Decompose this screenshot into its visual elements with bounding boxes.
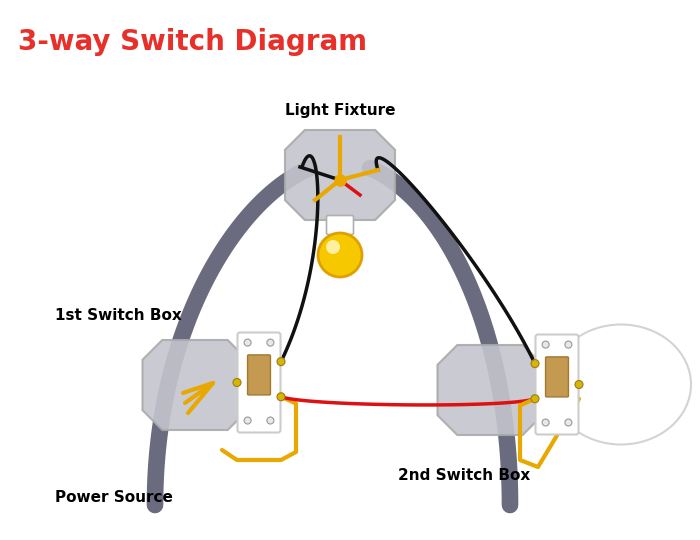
FancyBboxPatch shape — [248, 355, 270, 395]
Circle shape — [244, 339, 251, 346]
Circle shape — [277, 393, 285, 401]
Polygon shape — [143, 340, 248, 430]
Circle shape — [531, 395, 539, 403]
Circle shape — [542, 419, 549, 426]
Text: 3-way Switch Diagram: 3-way Switch Diagram — [18, 28, 367, 56]
FancyBboxPatch shape — [326, 215, 354, 234]
Circle shape — [565, 341, 572, 348]
Polygon shape — [438, 345, 542, 435]
FancyBboxPatch shape — [237, 333, 281, 433]
Circle shape — [575, 381, 583, 388]
Circle shape — [244, 417, 251, 424]
Circle shape — [326, 240, 340, 254]
FancyBboxPatch shape — [536, 334, 578, 435]
Circle shape — [531, 360, 539, 368]
Circle shape — [267, 417, 274, 424]
Circle shape — [233, 379, 241, 387]
Circle shape — [565, 419, 572, 426]
FancyBboxPatch shape — [545, 357, 568, 397]
Circle shape — [277, 357, 285, 366]
Text: 1st Switch Box: 1st Switch Box — [55, 308, 182, 323]
Circle shape — [318, 233, 362, 277]
Circle shape — [542, 341, 549, 348]
Polygon shape — [285, 130, 395, 220]
Circle shape — [267, 339, 274, 346]
Text: Light Fixture: Light Fixture — [285, 103, 395, 118]
Text: Power Source: Power Source — [55, 490, 173, 505]
Text: 2nd Switch Box: 2nd Switch Box — [398, 468, 531, 483]
Ellipse shape — [551, 325, 691, 444]
